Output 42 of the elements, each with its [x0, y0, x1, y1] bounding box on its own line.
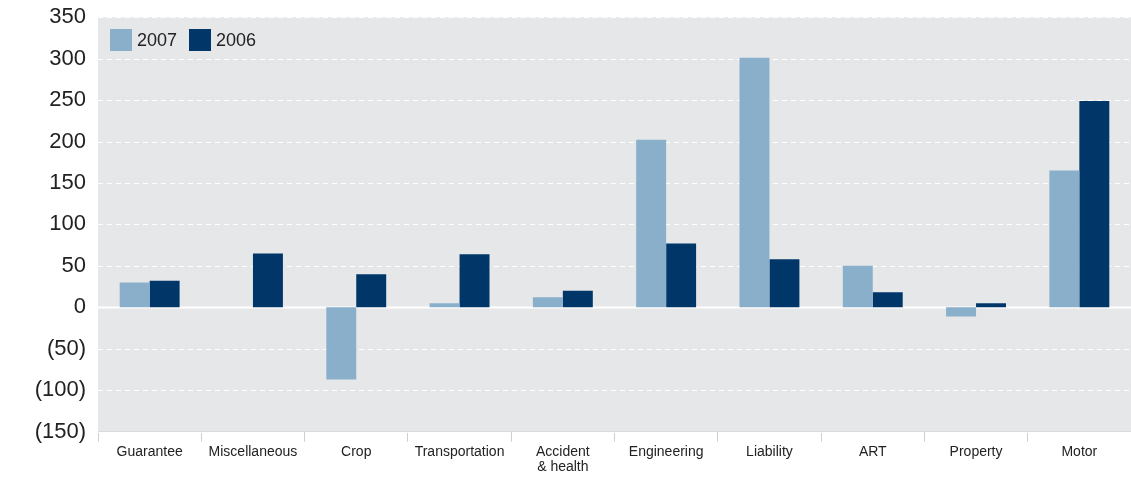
- bar: [356, 274, 387, 308]
- y-tick-label: (50): [46, 334, 86, 360]
- bar: [1079, 100, 1110, 308]
- bar: [769, 259, 800, 308]
- y-tick-label: 250: [49, 86, 86, 112]
- x-tick-label: Motor: [1061, 442, 1098, 459]
- bar: [739, 57, 770, 308]
- x-tick-label: Engineering: [628, 442, 704, 459]
- legend-label: 2006: [216, 29, 257, 51]
- bar: [326, 307, 357, 380]
- y-tick-label: 150: [49, 169, 86, 195]
- bar: [666, 243, 697, 308]
- y-tick-label: 100: [49, 210, 86, 236]
- bar: [872, 292, 903, 308]
- x-tick-label: Accident & health: [536, 442, 590, 474]
- y-tick-label: 0: [73, 293, 86, 319]
- x-tick-label: Miscellaneous: [208, 442, 298, 459]
- x-tick-label: Guarantee: [116, 442, 183, 459]
- y-tick-label: (100): [34, 376, 86, 402]
- bar: [1049, 170, 1080, 308]
- bar: [842, 265, 873, 308]
- bar: [459, 254, 490, 308]
- x-tick-label: ART: [858, 442, 888, 459]
- bar: [976, 303, 1007, 308]
- y-tick-label: 200: [49, 127, 86, 153]
- y-tick-label: 300: [49, 44, 86, 70]
- bar: [946, 307, 977, 317]
- x-tick-label: Crop: [341, 442, 372, 459]
- bar: [119, 282, 150, 308]
- y-tick-label: 50: [61, 251, 86, 277]
- x-tick-label: Transportation: [414, 442, 505, 459]
- bar: [252, 253, 283, 308]
- y-tick-label: 350: [49, 3, 86, 29]
- x-tick-label: Property: [949, 442, 1003, 459]
- y-tick-label: (150): [34, 417, 86, 443]
- bar: [149, 280, 180, 308]
- x-tick-label: Liability: [746, 442, 793, 459]
- bar: [532, 297, 563, 308]
- bar: [562, 290, 593, 308]
- bar: [636, 139, 667, 308]
- bar: [429, 303, 460, 308]
- legend-label: 2007: [137, 29, 178, 51]
